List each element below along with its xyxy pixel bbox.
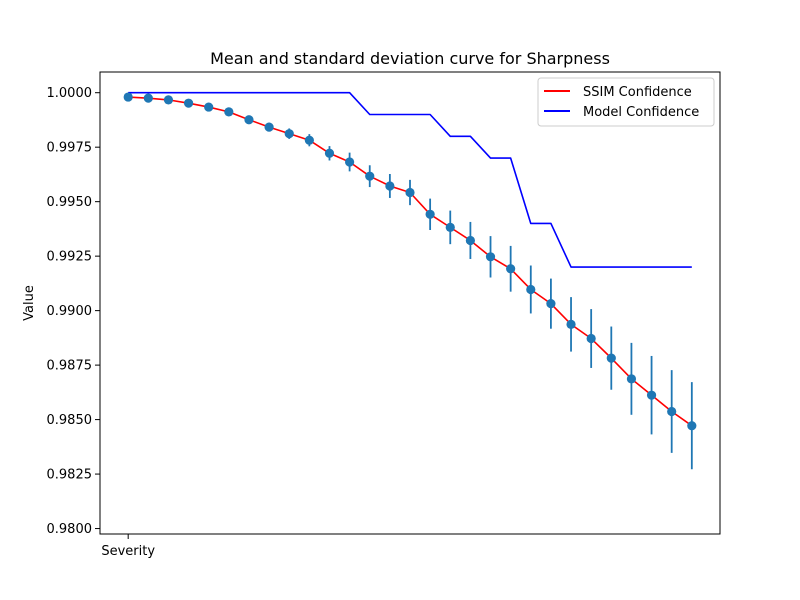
- y-tick-label: 0.9900: [47, 304, 93, 319]
- plot-area-frame: [99, 71, 721, 535]
- y-tick-label: 0.9850: [47, 413, 93, 428]
- data-point: [244, 115, 254, 125]
- data-point: [123, 92, 133, 102]
- x-tick-label: Severity: [101, 544, 155, 559]
- axis-ticks: 0.9800 0.9825 0.9850 0.9875 0.9900 0.9925 0.99…: [47, 86, 156, 559]
- data-point: [304, 135, 314, 145]
- data-point: [646, 390, 657, 400]
- data-point: [566, 319, 576, 329]
- y-tick-label: 0.9875: [47, 359, 93, 374]
- data-point: [405, 187, 415, 198]
- data-point: [485, 252, 496, 262]
- data-point: [506, 264, 516, 274]
- data-point: [687, 421, 697, 431]
- data-point: [546, 299, 556, 309]
- data-point: [445, 222, 455, 232]
- data-point: [425, 209, 435, 219]
- data-point: [667, 406, 677, 417]
- data-point: [264, 122, 274, 132]
- model-confidence-line: [128, 91, 692, 268]
- data-point: [526, 284, 536, 295]
- y-tick-label: 0.9975: [47, 141, 93, 156]
- y-tick-label: 0.9825: [47, 468, 93, 483]
- data-point: [204, 102, 214, 112]
- data-point: [143, 93, 153, 103]
- legend: SSIM Confidence Model Confidence: [537, 77, 715, 127]
- y-axis-label: Value: [22, 285, 37, 321]
- data-point: [163, 95, 174, 105]
- y-tick-label: 0.9950: [47, 195, 93, 210]
- data-point: [183, 98, 194, 108]
- data-point: [385, 181, 395, 191]
- chart-title: Mean and standard deviation curve for Sh…: [210, 49, 610, 68]
- data-point: [345, 157, 355, 167]
- data-point: [365, 171, 375, 181]
- legend-box: [537, 77, 715, 127]
- data-point: [224, 107, 234, 117]
- legend-label-model-confidence: Model Confidence: [583, 105, 699, 120]
- y-tick-label: 0.9800: [47, 522, 93, 537]
- y-tick-label: 0.9925: [47, 250, 93, 265]
- data-point: [324, 148, 335, 158]
- data-points: [123, 92, 697, 431]
- data-point: [626, 374, 637, 384]
- legend-label-ssim-confidence: SSIM Confidence: [583, 85, 692, 100]
- data-point: [606, 353, 616, 363]
- data-point: [586, 333, 596, 344]
- model-confidence-series: [128, 91, 692, 268]
- y-tick-label: 1.0000: [47, 86, 93, 101]
- data-point: [465, 235, 475, 246]
- data-point: [284, 129, 294, 139]
